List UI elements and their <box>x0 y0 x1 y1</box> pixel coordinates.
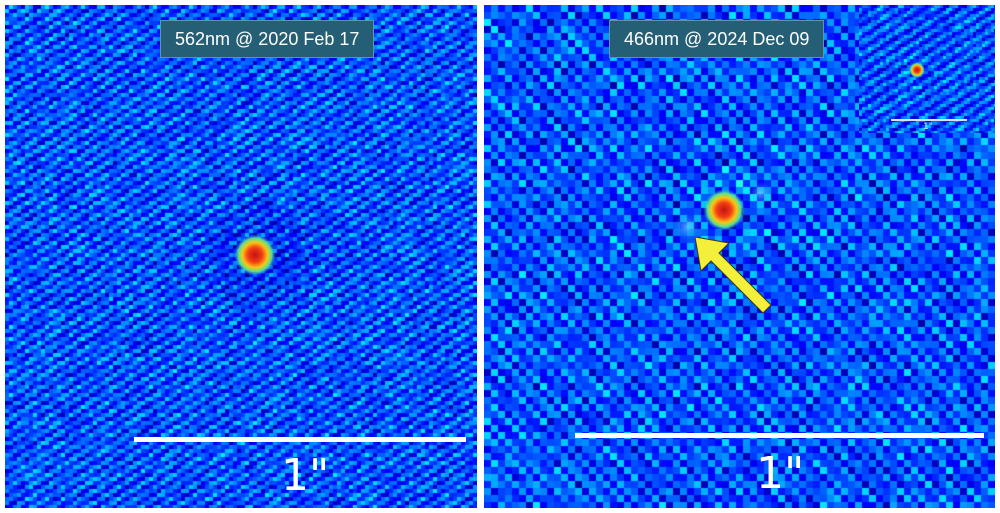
inset-scale-label: 1" <box>923 122 933 132</box>
scale-bar-label: 1" <box>281 450 330 501</box>
image-caption: 466nm @ 2024 Dec 09 <box>609 20 825 58</box>
scale-bar <box>134 437 466 442</box>
inset-image <box>859 5 995 133</box>
inset-scale-bar <box>891 119 967 121</box>
scale-bar <box>575 433 984 438</box>
left-image-panel: 562nm @ 2020 Feb 17 1" <box>5 5 477 508</box>
scale-bar-label: 1" <box>756 448 805 499</box>
arrow-icon <box>695 237 772 314</box>
image-caption: 562nm @ 2020 Feb 17 <box>160 20 375 58</box>
arrow-shape <box>695 237 772 314</box>
right-image-panel: 466nm @ 2024 Dec 09 1" 1" <box>484 5 995 508</box>
inset-thumbnail: 1" <box>859 5 995 133</box>
speckle-image-2020 <box>5 5 477 508</box>
